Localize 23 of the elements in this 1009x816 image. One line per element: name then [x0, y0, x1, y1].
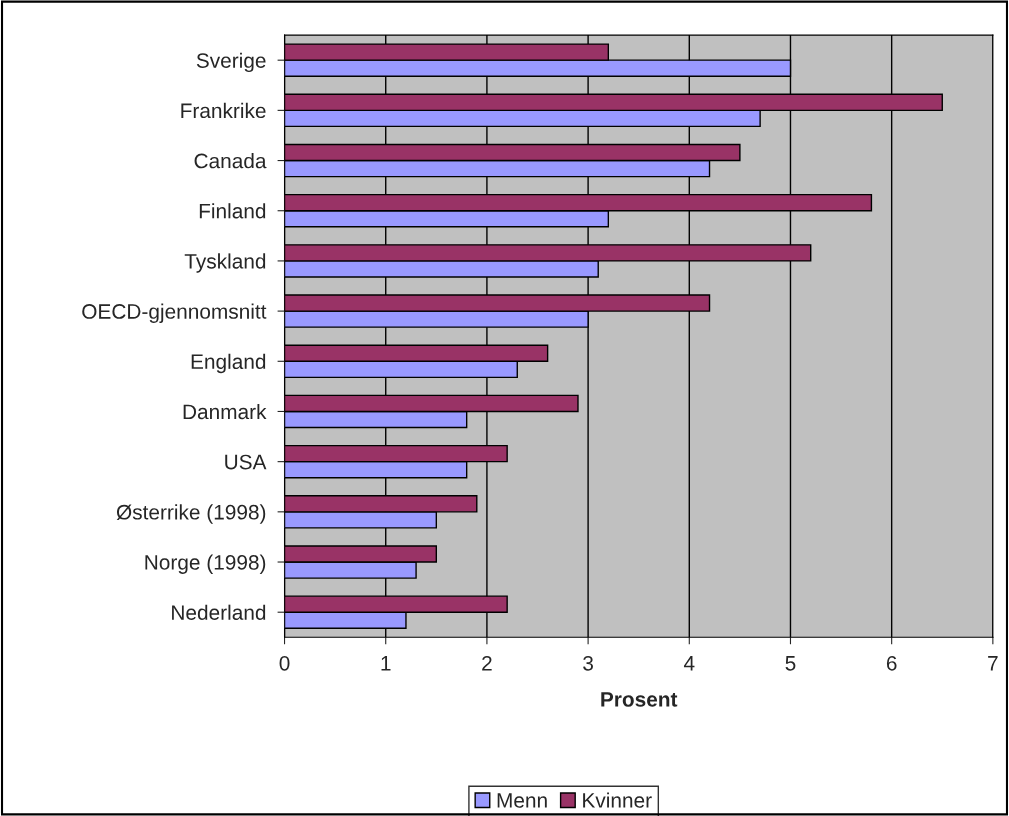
x-tick-label: 4 [683, 656, 695, 671]
y-tick-label: OECD-gjennomsnitt [82, 303, 267, 323]
x-tick-label: 7 [988, 656, 998, 671]
y-tick-label: Danmark [183, 403, 267, 420]
y-tick-label: Norge (1998) [145, 554, 266, 574]
y-tick-label: Canada [194, 153, 267, 169]
y-tick-label: Østerrike (1998) [116, 504, 266, 524]
x-tick-label: 0 [279, 655, 290, 671]
legend-label: Kvinner [583, 792, 652, 808]
x-tick-label: 2 [482, 655, 492, 671]
y-tick-label: Frankrike [181, 102, 266, 119]
y-tick-label: Sverige [196, 52, 266, 73]
x-axis-title: Prosent [601, 692, 678, 707]
x-tick-label: 1 [381, 656, 391, 671]
legend-label: Menn [497, 793, 547, 808]
x-tick-label: 3 [583, 655, 593, 671]
y-tick-label: Finland [199, 203, 266, 219]
y-tick-label: Nederland [172, 604, 266, 620]
y-tick-label: USA [225, 454, 267, 470]
y-tick-label: Tyskland [184, 253, 266, 273]
y-tick-label: England [191, 353, 266, 374]
x-tick-label: 6 [886, 655, 897, 671]
x-tick-label: 5 [785, 656, 796, 671]
